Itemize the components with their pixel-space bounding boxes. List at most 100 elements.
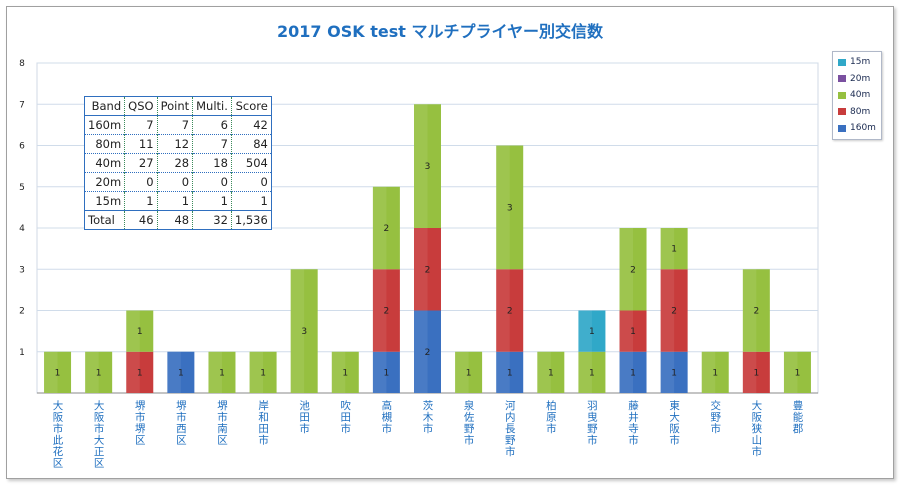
data-label: 2 [384, 307, 390, 317]
bar-segment-40m: 3 [496, 145, 524, 270]
data-label: 3 [507, 203, 513, 213]
table-row: 160m 7 7 6 42 [84, 115, 272, 135]
bar-segment-160m: 2 [414, 310, 441, 393]
data-label: 2 [425, 265, 431, 275]
data-label: 1 [55, 368, 61, 378]
bar-80m [619, 310, 647, 352]
bar-segment-80m: 2 [414, 228, 441, 311]
bar-shade [578, 310, 592, 352]
x-tick-label: 羽曳野市 [585, 400, 598, 446]
table-cell: 1 [192, 191, 232, 211]
bar-40m [331, 351, 359, 393]
table-cell: 0 [156, 172, 193, 192]
x-tick-label: 堺市南区 [215, 400, 228, 446]
data-label: 1 [384, 368, 390, 378]
bar-40m [537, 351, 565, 393]
data-label: 1 [671, 245, 677, 255]
table-cell: 1 [230, 191, 272, 211]
bar-40m [372, 186, 400, 270]
table-cell: 28 [156, 153, 193, 173]
data-label: 2 [384, 224, 390, 234]
bar-shade [619, 351, 634, 393]
x-tick-label: 高槻市 [380, 400, 393, 435]
bar-shade [372, 269, 387, 352]
table-cell: 160m [84, 115, 125, 135]
table-cell: 84 [230, 134, 272, 154]
table-cell: 0 [124, 172, 158, 192]
x-tick-label: 泉佐野市 [462, 400, 475, 446]
bar-shade [619, 310, 634, 352]
bar-segment-15m: 1 [578, 310, 606, 352]
bar-40m [290, 269, 318, 393]
data-label: 1 [548, 368, 554, 378]
bar-segment-40m: 2 [619, 228, 647, 311]
data-label: 1 [466, 368, 472, 378]
bar-40m [44, 351, 72, 393]
table-cell: 27 [124, 153, 158, 173]
bar-shade [85, 351, 99, 393]
legend-item-15m: 15m [833, 54, 881, 71]
data-label: 1 [795, 368, 801, 378]
table-cell: Band [91, 99, 122, 113]
data-label: 1 [630, 368, 636, 378]
bar-segment-160m: 1 [619, 351, 647, 393]
legend-item-40m: 40m [833, 87, 881, 104]
legend-swatch [838, 108, 846, 116]
table-cell: QSO [124, 96, 158, 116]
bar-segment-40m: 1 [455, 351, 483, 393]
legend-label: 80m [850, 106, 871, 117]
data-label: 3 [425, 162, 431, 172]
bar-160m [372, 351, 400, 393]
bar-segment-160m: 1 [167, 351, 195, 393]
legend-swatch [838, 91, 846, 99]
x-tick-label: 吹田市 [339, 400, 352, 435]
data-label: 2 [425, 348, 431, 358]
y-tick-label: 8 [19, 59, 25, 69]
table-cell: Point [156, 96, 193, 116]
table-row: 15m 1 1 1 1 [84, 191, 272, 211]
bar-segment-40m: 1 [126, 310, 154, 352]
bar-40m [619, 228, 647, 311]
table-cell: 40m [84, 153, 125, 173]
table-cell: 12 [156, 134, 193, 154]
bar-segment-40m: 1 [660, 228, 688, 270]
bar-shade [496, 269, 510, 352]
data-label: 1 [712, 368, 718, 378]
legend-label: 160m [850, 123, 876, 134]
bar-segment-40m: 1 [578, 351, 606, 393]
chart-frame [6, 6, 894, 479]
bar-segment-80m: 1 [619, 310, 647, 352]
y-tick-label: 6 [19, 142, 25, 152]
bar-segment-160m: 1 [496, 351, 524, 393]
bar-160m [414, 310, 441, 393]
bar-segment-160m: 1 [372, 351, 400, 393]
bar-80m [414, 228, 441, 311]
legend-item-160m: 160m [833, 120, 881, 137]
data-label: 1 [137, 327, 143, 337]
data-label: 1 [96, 368, 102, 378]
x-tick-label: 堺市西区 [174, 400, 187, 446]
bar-shade [742, 269, 757, 352]
legend-label: 15m [850, 57, 871, 68]
bar-160m [496, 351, 524, 393]
legend-swatch [838, 75, 846, 83]
legend-swatch [838, 58, 846, 66]
bar-segment-80m: 1 [126, 351, 154, 393]
bar-segment-40m: 1 [537, 351, 565, 393]
bar-segment-40m: 1 [249, 351, 277, 393]
chart-title: 2017 OSK test マルチプライヤー別交信数 [277, 22, 603, 41]
table-cell: 48 [156, 210, 193, 230]
bar-shade [660, 269, 675, 352]
x-tick-label: 大阪狭山市 [750, 400, 763, 458]
table-cell: 20m [84, 172, 125, 192]
table-cell: 15m [84, 191, 125, 211]
table-cell: 7 [156, 115, 193, 135]
bar-40m [660, 228, 688, 270]
table-cell: 504 [230, 153, 272, 173]
legend-item-20m: 20m [833, 71, 881, 88]
bar-shade [701, 351, 716, 393]
table-total-row: Total 46 48 32 1,536 [84, 210, 272, 230]
bar-80m [660, 269, 688, 352]
bar-shade [496, 351, 510, 393]
